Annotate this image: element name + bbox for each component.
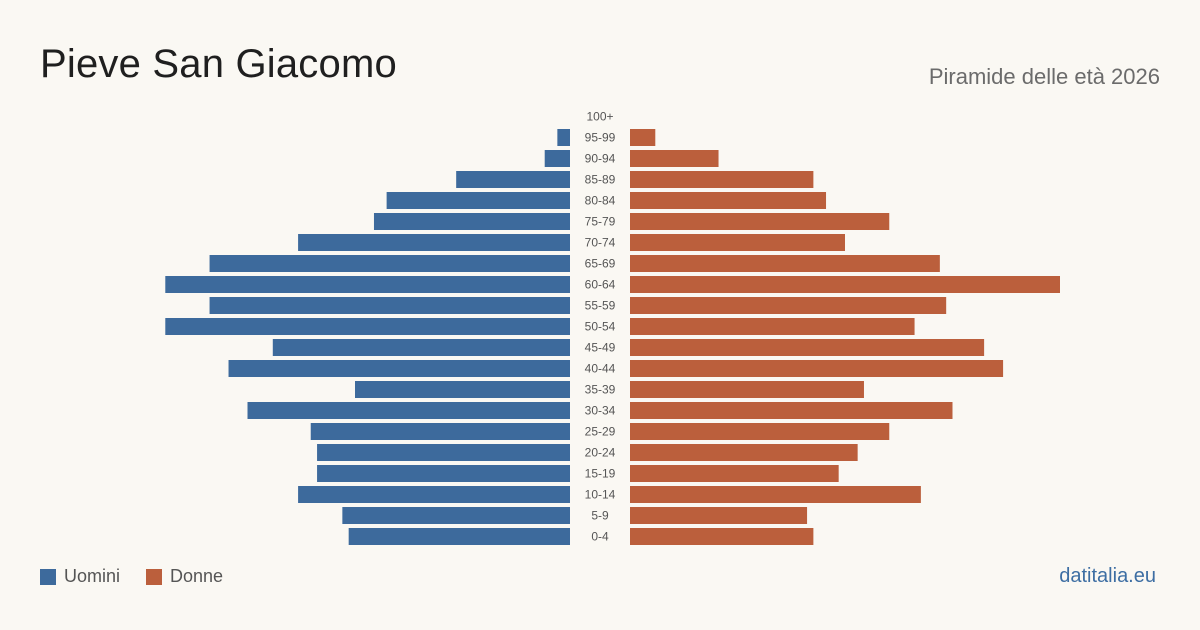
age-label-85-89: 85-89 — [585, 173, 616, 187]
legend-swatch-women — [146, 568, 163, 585]
bar-men-20-24 — [317, 444, 570, 461]
bar-women-55-59 — [630, 297, 947, 314]
bar-women-40-44 — [630, 360, 1004, 377]
age-label-55-59: 55-59 — [585, 299, 616, 313]
age-label-100+: 100+ — [586, 110, 613, 124]
chart-subtitle: Piramide delle età 2026 — [928, 64, 1160, 89]
bar-men-65-69 — [209, 255, 570, 272]
bar-men-30-34 — [247, 402, 570, 419]
bar-men-45-49 — [272, 339, 570, 356]
age-label-15-19: 15-19 — [585, 467, 616, 481]
age-label-25-29: 25-29 — [585, 425, 616, 439]
age-label-5-9: 5-9 — [591, 509, 609, 523]
age-label-65-69: 65-69 — [585, 257, 616, 271]
legend: Uomini Donne — [40, 566, 223, 587]
bar-men-40-44 — [228, 360, 570, 377]
bar-men-75-79 — [373, 213, 570, 230]
bar-women-45-49 — [630, 339, 985, 356]
age-label-90-94: 90-94 — [585, 152, 616, 166]
legend-item-women: Donne — [146, 566, 223, 587]
legend-item-men: Uomini — [40, 566, 120, 587]
bar-men-50-54 — [165, 318, 570, 335]
age-label-70-74: 70-74 — [585, 236, 616, 250]
age-label-40-44: 40-44 — [585, 362, 616, 376]
age-label-35-39: 35-39 — [585, 383, 616, 397]
bar-men-90-94 — [544, 150, 570, 167]
bar-women-80-84 — [630, 192, 827, 209]
bar-women-5-9 — [630, 507, 808, 524]
bar-men-25-29 — [310, 423, 570, 440]
bar-women-35-39 — [630, 381, 864, 398]
bar-men-5-9 — [342, 507, 570, 524]
bar-men-80-84 — [386, 192, 570, 209]
age-label-95-99: 95-99 — [585, 131, 616, 145]
bar-women-60-64 — [630, 276, 1060, 293]
bar-women-90-94 — [630, 150, 719, 167]
bar-men-55-59 — [209, 297, 570, 314]
age-label-60-64: 60-64 — [585, 278, 616, 292]
bar-women-30-34 — [630, 402, 953, 419]
bar-men-10-14 — [298, 486, 570, 503]
bar-men-35-39 — [355, 381, 570, 398]
age-label-20-24: 20-24 — [585, 446, 616, 460]
legend-label-men: Uomini — [64, 566, 121, 586]
bar-women-95-99 — [630, 129, 656, 146]
bar-men-70-74 — [298, 234, 570, 251]
bar-women-0-4 — [630, 528, 814, 545]
age-label-75-79: 75-79 — [585, 215, 616, 229]
bar-women-50-54 — [630, 318, 915, 335]
bar-women-70-74 — [630, 234, 845, 251]
bar-men-0-4 — [348, 528, 570, 545]
age-label-10-14: 10-14 — [585, 488, 616, 502]
age-label-0-4: 0-4 — [591, 530, 609, 544]
legend-label-women: Donne — [170, 566, 224, 586]
bar-women-65-69 — [630, 255, 940, 272]
bar-women-85-89 — [630, 171, 814, 188]
source-link[interactable]: datitalia.eu — [1059, 565, 1156, 587]
bar-men-15-19 — [317, 465, 570, 482]
bar-women-75-79 — [630, 213, 890, 230]
bar-women-20-24 — [630, 444, 858, 461]
legend-swatch-men — [40, 568, 56, 585]
age-label-30-34: 30-34 — [585, 404, 616, 418]
age-label-50-54: 50-54 — [585, 320, 616, 334]
bar-women-25-29 — [630, 423, 890, 440]
bar-men-85-89 — [456, 171, 570, 188]
bar-men-60-64 — [165, 276, 570, 293]
page-title: Pieve San Giacomo — [40, 42, 397, 86]
bar-women-10-14 — [630, 486, 921, 503]
bar-women-15-19 — [630, 465, 839, 482]
age-label-45-49: 45-49 — [585, 341, 616, 355]
age-label-80-84: 80-84 — [585, 194, 616, 208]
bar-men-95-99 — [557, 129, 570, 146]
